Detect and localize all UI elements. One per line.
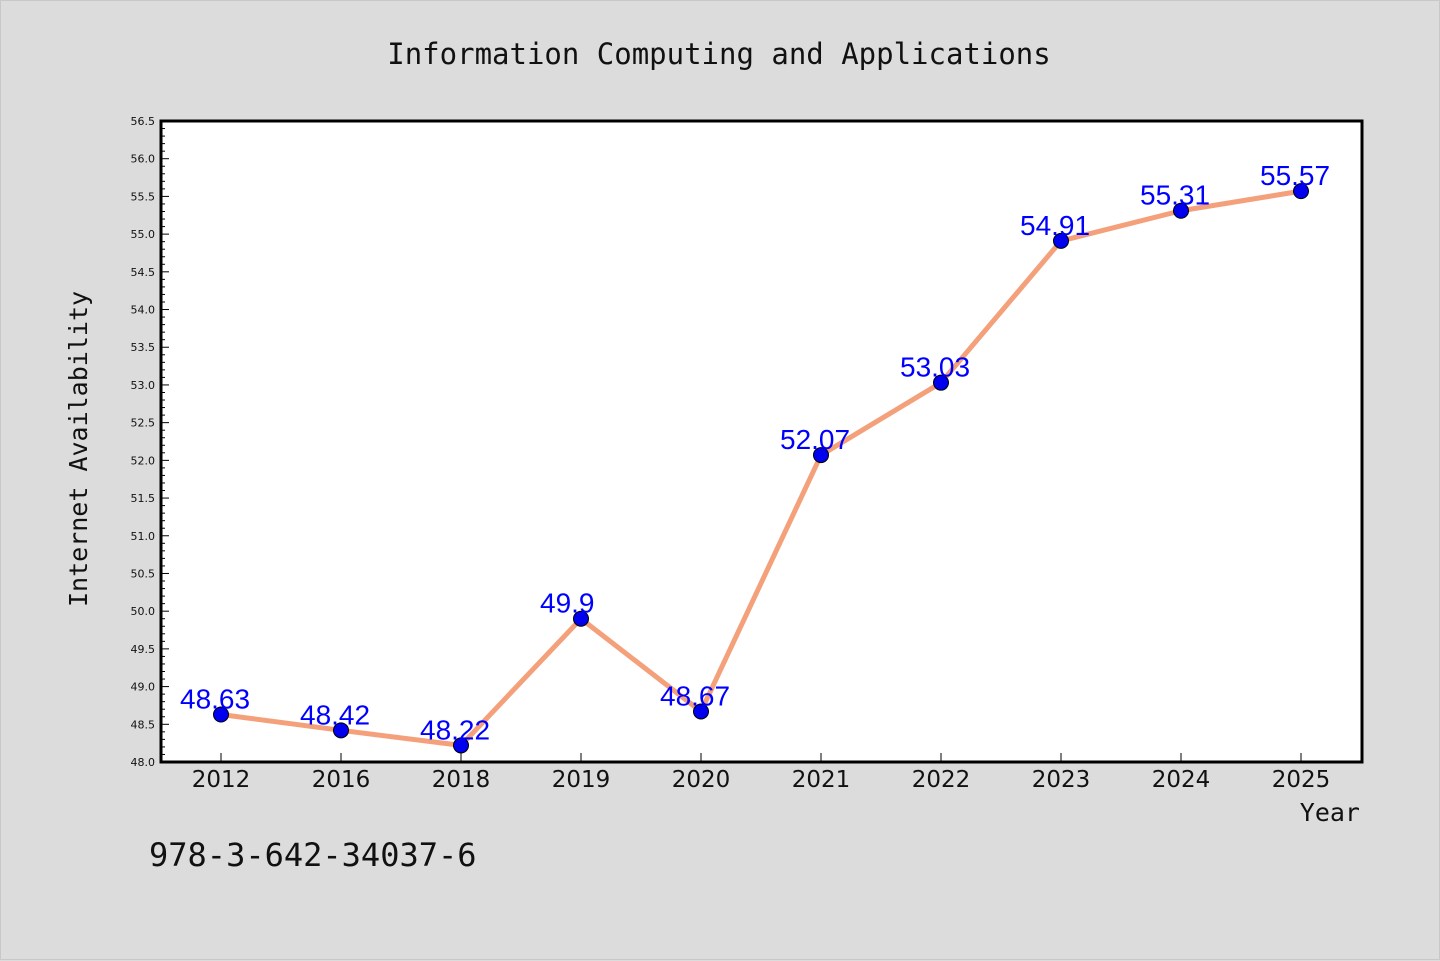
data-point-marker [1053, 232, 1069, 249]
data-point-marker [1293, 183, 1309, 200]
data-label: 48.67 [660, 680, 730, 711]
series-line-layer [218, 188, 1304, 748]
data-point-marker [813, 447, 829, 464]
y-tick-label: 55.5 [131, 190, 156, 203]
marker-layer [213, 183, 1309, 754]
data-label: 48.42 [300, 699, 370, 730]
x-tick-label: 2023 [1032, 767, 1091, 793]
data-point-marker [933, 374, 949, 391]
data-point-marker [573, 610, 589, 627]
data-point-marker [453, 737, 469, 754]
y-tick-label: 51.0 [131, 530, 156, 543]
footer-isbn: 978-3-642-34037-6 [149, 836, 477, 874]
y-tick-label: 55.0 [131, 228, 156, 241]
x-tick-label: 2025 [1272, 767, 1331, 793]
data-label: 54.91 [1020, 210, 1090, 241]
x-tick-label: 2016 [312, 767, 371, 793]
y-tick-label: 53.5 [131, 341, 156, 354]
data-label: 55.57 [1260, 160, 1330, 191]
y-tick-label: 48.0 [131, 756, 156, 769]
x-tick-label: 2021 [792, 767, 851, 793]
y-tick-label: 56.0 [131, 153, 156, 166]
x-tick-label: 2022 [912, 767, 971, 793]
data-label-layer: 48.63 48.42 48.22 49.9 48.67 52.07 53.03 54.91 5… [180, 160, 1330, 745]
data-label: 53.03 [900, 352, 970, 383]
data-point-marker [333, 722, 349, 739]
plot-area [159, 119, 1364, 764]
data-point-marker [213, 706, 229, 723]
data-label: 52.07 [780, 424, 850, 455]
y-tick-label: 51.5 [131, 492, 156, 505]
y-axis: 48.0 48.5 49.0 49.5 50.0 50.5 51.0 51.5 52.0 52.5… [131, 115, 169, 769]
x-tick-label: 2024 [1152, 767, 1211, 793]
y-tick-label: 50.0 [131, 605, 156, 618]
y-tick-label: 49.0 [131, 681, 156, 694]
y-tick-label: 52.0 [131, 454, 156, 467]
data-label: 48.22 [420, 714, 490, 745]
y-tick-label: 49.5 [131, 643, 156, 656]
series-line [218, 188, 1304, 748]
x-axis: 2012 2016 2018 2019 2020 2021 2022 2023 2024 2025 [192, 753, 1331, 793]
y-tick-label: 50.5 [131, 567, 156, 580]
data-label: 48.63 [180, 683, 250, 714]
x-tick-label: 2019 [552, 767, 611, 793]
x-tick-label: 2020 [672, 767, 731, 793]
data-point-marker [693, 703, 709, 720]
chart-title: Information Computing and Applications [387, 37, 1050, 71]
data-label: 55.31 [1140, 180, 1210, 211]
data-label: 49.9 [540, 588, 595, 619]
x-axis-label: Year [1300, 798, 1360, 827]
y-tick-label: 54.0 [131, 304, 156, 317]
y-tick-label: 52.5 [131, 417, 156, 430]
x-tick-label: 2012 [192, 767, 251, 793]
y-tick-label: 56.5 [131, 115, 156, 128]
y-tick-label: 48.5 [131, 718, 156, 731]
y-axis-label: Internet Availability [64, 291, 93, 607]
y-tick-label: 53.0 [131, 379, 156, 392]
y-tick-label: 54.5 [131, 266, 156, 279]
x-tick-label: 2018 [432, 767, 491, 793]
data-point-marker [1173, 202, 1189, 219]
